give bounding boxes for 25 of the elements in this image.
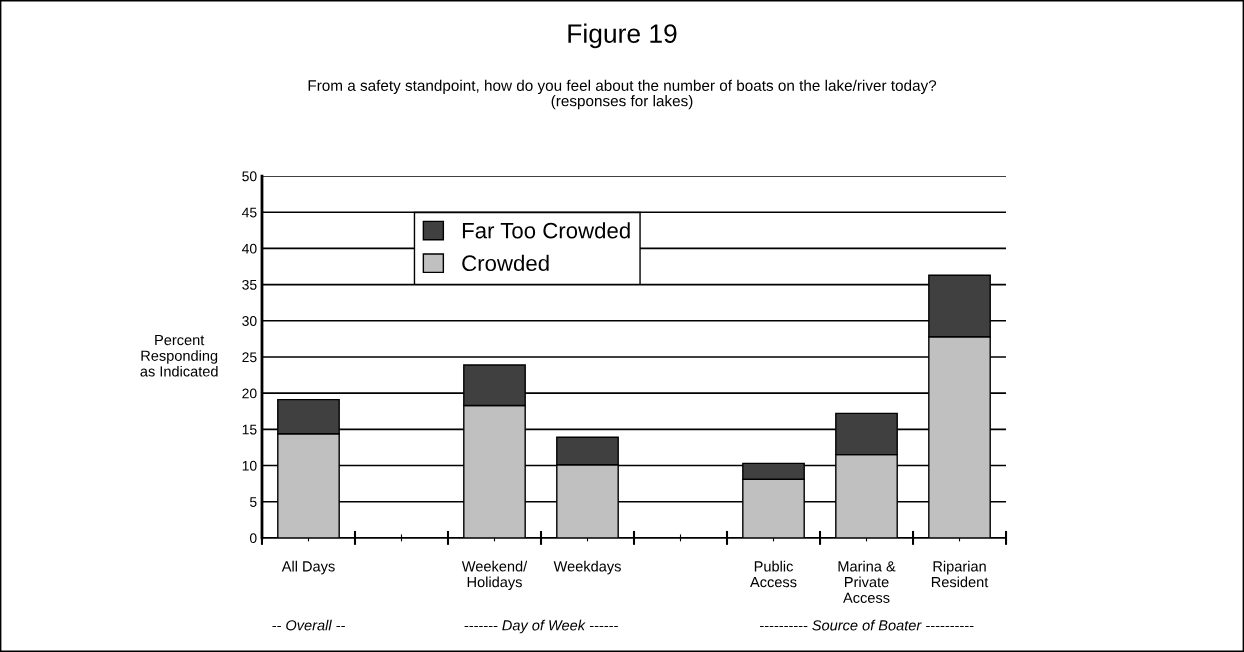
y-tick-label: 25 bbox=[242, 352, 257, 363]
x-tick-label: Public Access bbox=[750, 560, 797, 588]
y-tick-label: 45 bbox=[242, 207, 257, 218]
chart-subtitle: From a safety standpoint, how do you feel about the number of boats on the lake/river today? (responses for lakes) bbox=[308, 79, 937, 110]
y-tick-label: 15 bbox=[242, 424, 257, 435]
y-tick-label: 5 bbox=[249, 497, 257, 507]
legend-label: Crowded bbox=[462, 254, 549, 272]
x-tick-label: Weekdays bbox=[553, 560, 621, 575]
y-tick-label: 20 bbox=[242, 388, 257, 399]
y-tick-label: 50 bbox=[242, 171, 257, 182]
y-axis-title: Percent Responding as Indicated bbox=[140, 335, 218, 377]
y-tick-label: 10 bbox=[242, 460, 257, 471]
y-tick-label: 0 bbox=[249, 533, 257, 544]
x-tick-label: Weekend/ Holidays bbox=[461, 560, 528, 591]
text: ------- Day of Week ------ bbox=[464, 619, 618, 634]
legend-label: Far Too Crowded bbox=[462, 222, 630, 239]
x-tick-label: Marina & Private Access bbox=[838, 560, 896, 603]
x-tick-label: Riparian Resident bbox=[931, 560, 989, 588]
y-tick-label: 30 bbox=[242, 316, 257, 326]
y-tick-label: 35 bbox=[242, 279, 257, 290]
chart-title: Figure 19 bbox=[568, 23, 677, 49]
text: -- Overall -- bbox=[272, 619, 346, 631]
text: ---------- Source of Boater ---------- bbox=[759, 619, 974, 631]
x-tick-label: All Days bbox=[281, 560, 335, 575]
y-tick-label: 40 bbox=[242, 243, 257, 254]
